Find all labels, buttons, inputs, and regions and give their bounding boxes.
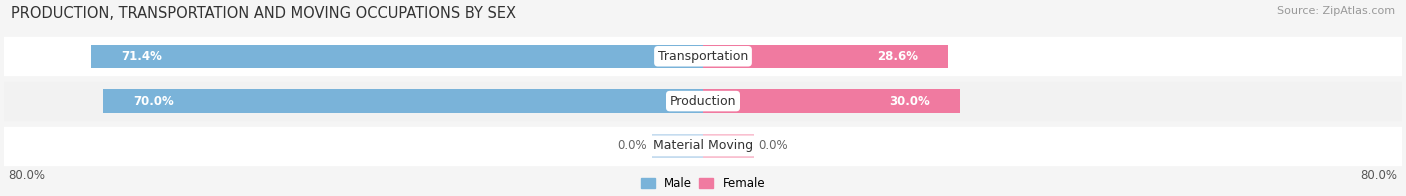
Text: 70.0%: 70.0% (132, 95, 173, 108)
Bar (0, 82, 1406, 120)
Text: 80.0%: 80.0% (1361, 169, 1398, 182)
Text: Material Moving: Material Moving (652, 139, 754, 152)
Bar (651, 134, 703, 158)
Text: Production: Production (669, 95, 737, 108)
Bar (0, 127, 1406, 165)
Bar (91, 45, 703, 68)
Bar (703, 89, 960, 113)
Text: 28.6%: 28.6% (877, 50, 918, 63)
Text: PRODUCTION, TRANSPORTATION AND MOVING OCCUPATIONS BY SEX: PRODUCTION, TRANSPORTATION AND MOVING OC… (11, 6, 516, 21)
Bar (703, 45, 948, 68)
Text: Transportation: Transportation (658, 50, 748, 63)
Text: 30.0%: 30.0% (890, 95, 931, 108)
Bar (103, 89, 703, 113)
Text: 0.0%: 0.0% (617, 139, 647, 152)
Text: 71.4%: 71.4% (121, 50, 162, 63)
Text: 0.0%: 0.0% (759, 139, 789, 152)
Text: Source: ZipAtlas.com: Source: ZipAtlas.com (1277, 6, 1395, 16)
Bar (703, 134, 755, 158)
Legend: Male, Female: Male, Female (641, 177, 765, 190)
Bar (0, 37, 1406, 75)
Text: 80.0%: 80.0% (8, 169, 45, 182)
